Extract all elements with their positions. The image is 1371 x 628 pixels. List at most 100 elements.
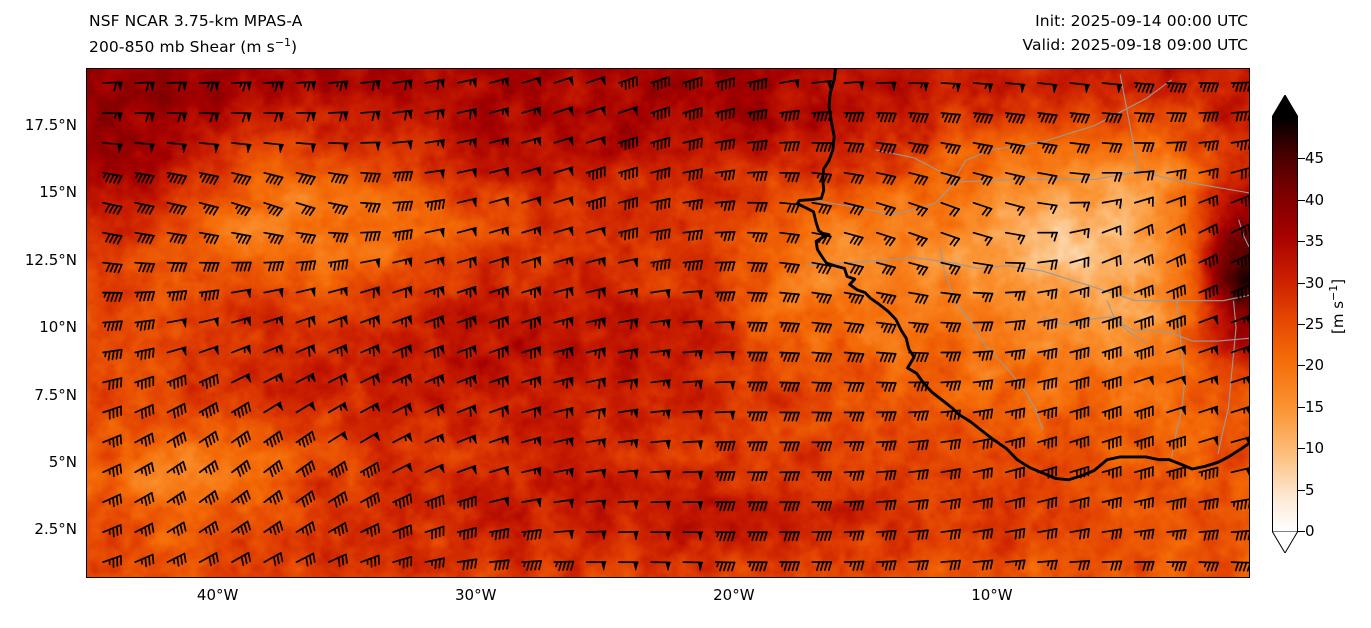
wind-barb-half [301,527,305,534]
wind-barb-shaft [1037,406,1058,414]
wind-barb-full [727,561,732,572]
wind-barb-full [152,347,155,358]
wind-barb-full [852,441,857,452]
wind-barb-half [716,561,720,568]
wind-barb-full [269,174,276,184]
wind-barb-full [919,113,925,123]
wind-barb-full [145,81,150,92]
wind-barb-half [688,200,692,207]
wind-barb-half [748,561,752,568]
wind-barb [1037,259,1058,271]
wind-barb-full [1174,141,1179,152]
map-plot-area[interactable] [86,68,1250,578]
wind-barb [1101,254,1122,267]
colorbar-tick-label-35: 35 [1305,232,1325,251]
wind-barb-flag [826,80,832,90]
wind-barb-shaft [940,498,961,504]
wind-barb-full [1053,231,1058,242]
wind-barb-full [179,290,184,301]
wind-barb-full [245,235,252,245]
wind-barb-shaft [424,525,445,534]
wind-barb [682,229,704,242]
wind-barb-shaft [1230,167,1249,174]
wind-barb-shaft [1004,378,1026,384]
wind-barb-full [1182,83,1187,93]
wind-barb-full [854,294,861,304]
wind-barb-full [312,552,316,563]
wind-barb-full [763,170,768,181]
wind-barb-full [957,498,961,509]
wind-barb-full [207,464,213,475]
wind-barb-full [114,292,119,302]
wind-barb-full [115,465,119,476]
wind-barb [940,171,961,186]
wind-barb-flag [697,562,703,571]
wind-barb-shaft [972,142,994,148]
wind-barb-full [889,500,893,511]
wind-barb [166,460,187,476]
wind-barb-flag [471,286,477,296]
wind-barb-shaft [811,201,832,207]
wind-barb-shaft [940,559,962,563]
wind-barb [134,291,156,302]
wind-barb [263,201,284,217]
wind-barb-full [1054,377,1058,388]
wind-barb-shaft [682,168,703,174]
wind-barb [456,345,477,359]
wind-barb-full [924,352,929,363]
wind-barb-full [181,175,187,185]
wind-barb-full [182,521,187,532]
wind-barb-full [338,174,345,184]
wind-barb-flag [503,107,509,117]
wind-barb-shaft [1069,256,1090,264]
wind-barb-half [330,261,333,268]
wind-barb [940,438,961,451]
wind-barb-full [949,410,954,421]
wind-barb [231,520,251,536]
wind-barb [972,528,994,540]
wind-barb-full [1204,289,1208,300]
wind-barb-full [1178,141,1183,152]
wind-barb-full [919,144,925,154]
country-border-line [805,257,1249,302]
country-border-line [1119,74,1139,177]
wind-barb-full [243,522,248,533]
wind-barb-full [790,233,796,244]
wind-barb-shaft [1133,253,1153,264]
wind-barb-full [953,439,957,450]
wind-barb-full [723,201,728,212]
wind-barb [1101,528,1123,540]
wind-barb-full [1211,529,1215,541]
wind-barb [392,257,413,267]
wind-barb-full [298,173,305,183]
wind-barb [843,351,865,363]
wind-barb-half [849,441,853,448]
wind-barb [714,321,736,331]
wind-barb-full [828,530,833,541]
wind-barb-half [849,411,853,418]
wind-barb-full [792,110,796,121]
wind-barb [908,231,928,247]
wind-barb-full [169,203,176,213]
wind-barb [875,560,897,571]
colorbar[interactable] [1272,95,1298,553]
wind-barb-full [980,113,986,123]
wind-barb-shaft [811,351,833,355]
wind-barb-full [888,560,893,571]
wind-barb-full [847,322,853,333]
wind-barb-full [951,144,957,154]
wind-barb [811,321,833,334]
wind-barb-full [175,465,180,476]
wind-barb [198,201,219,216]
wind-barb [1037,377,1058,391]
wind-barb [489,405,510,418]
wind-barb-full [1054,527,1058,539]
wind-barb-full [889,237,896,247]
wind-barb-full [404,376,408,387]
wind-barb [102,291,123,302]
wind-barb-full [759,322,764,332]
wind-barb-shaft [1166,168,1187,174]
wind-barb-flag [601,561,607,571]
wind-barb-full [142,262,148,273]
wind-barb-half [204,527,208,534]
